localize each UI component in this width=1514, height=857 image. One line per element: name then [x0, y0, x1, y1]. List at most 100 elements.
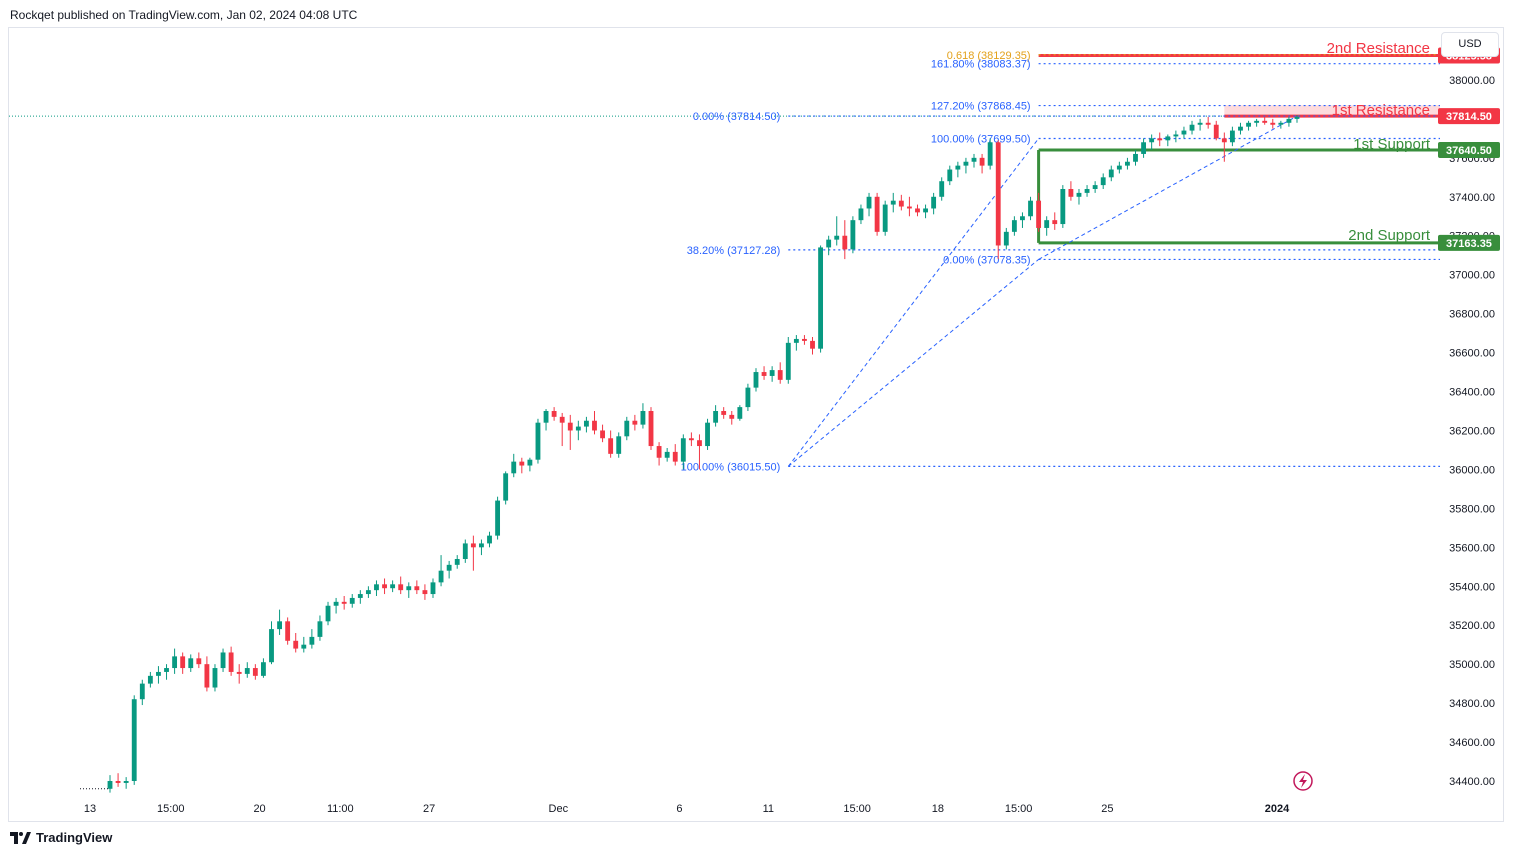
- candle-body: [931, 196, 937, 209]
- price-label-text: 37640.50: [1446, 145, 1492, 157]
- candle: [220, 648, 226, 672]
- candle-body: [139, 683, 145, 700]
- lightning-icon-circle: [1293, 771, 1313, 791]
- price-label-bg: [1438, 141, 1500, 158]
- candle: [503, 471, 509, 505]
- candle-body: [269, 629, 274, 663]
- x-tick-label: 6: [676, 803, 682, 815]
- candle-body: [608, 438, 614, 454]
- candle: [285, 617, 291, 645]
- candle-body: [979, 157, 985, 166]
- candle: [1229, 126, 1235, 147]
- candle-body: [123, 781, 129, 783]
- candle-body: [1197, 122, 1203, 125]
- candle: [1036, 192, 1042, 232]
- candle: [939, 177, 945, 201]
- candle: [204, 656, 210, 692]
- candle-body: [188, 658, 194, 669]
- x-tick-label: 2024: [1265, 803, 1290, 815]
- candle-body: [1294, 116, 1300, 119]
- candle-body: [422, 590, 428, 595]
- candle-body: [575, 426, 581, 431]
- candle-body: [1157, 138, 1163, 141]
- y-tick-label: 35200.00: [1449, 620, 1495, 632]
- candle: [802, 335, 807, 345]
- x-tick-label: 15:00: [1005, 803, 1033, 815]
- candle-body: [1068, 189, 1074, 197]
- footer-branding[interactable]: TradingView: [10, 830, 112, 845]
- fib-label-5: 127.20% (37868.45): [931, 101, 1031, 113]
- candle: [1028, 196, 1033, 221]
- candle-body: [761, 372, 767, 376]
- candle-body: [802, 338, 807, 341]
- currency-button[interactable]: USD: [1441, 32, 1499, 57]
- candle-body: [1246, 122, 1251, 127]
- candle: [293, 633, 299, 653]
- candle-body: [333, 601, 339, 606]
- candle: [260, 658, 266, 678]
- candle: [1125, 157, 1130, 170]
- candle-body: [1213, 124, 1219, 139]
- candle: [664, 448, 670, 462]
- candle: [616, 432, 622, 458]
- candle-body: [939, 181, 945, 197]
- price-label-text: 37814.50: [1446, 111, 1492, 123]
- candle-body: [244, 668, 250, 674]
- y-tick-label: 36200.00: [1449, 425, 1495, 437]
- candle: [1189, 120, 1195, 135]
- candle: [107, 775, 113, 793]
- fib-label-4: 161.80% (38083.37): [931, 59, 1031, 71]
- candle: [341, 596, 347, 610]
- candle-body: [1084, 189, 1090, 193]
- candle-body: [866, 196, 872, 209]
- trend-line-0: [787, 138, 1040, 467]
- candle: [123, 777, 129, 789]
- candle: [1181, 126, 1187, 139]
- candle-body: [341, 601, 347, 604]
- candle-body: [1011, 220, 1017, 232]
- candle-body: [1116, 165, 1122, 170]
- candle: [422, 584, 428, 600]
- candle-body: [527, 459, 533, 466]
- candle: [842, 220, 848, 260]
- candle-body: [963, 161, 969, 166]
- candle: [640, 403, 646, 429]
- candle-body: [317, 621, 323, 637]
- resistance-zone: [1224, 105, 1440, 117]
- candle: [793, 335, 799, 351]
- candle: [826, 235, 832, 256]
- level-label-1: 1st Resistance: [1332, 102, 1430, 119]
- x-tick-label: 25: [1101, 803, 1113, 815]
- candle-body: [640, 411, 646, 425]
- x-tick-label: 15:00: [843, 803, 871, 815]
- candle-body: [115, 781, 121, 783]
- candle-body: [1189, 124, 1195, 131]
- candle-body: [713, 411, 719, 423]
- candle-body: [293, 640, 299, 649]
- candle: [131, 695, 137, 785]
- candle-body: [753, 372, 759, 388]
- candle: [624, 416, 630, 441]
- candle: [325, 601, 331, 626]
- fib-label-0: 0.00% (37814.50): [693, 111, 780, 123]
- candle: [559, 412, 565, 447]
- candle: [818, 245, 824, 353]
- candle: [1165, 134, 1171, 147]
- candle-body: [1108, 169, 1114, 178]
- x-tick-label: 18: [932, 803, 944, 815]
- x-tick-label: 20: [253, 803, 265, 815]
- candle: [1092, 181, 1098, 193]
- candle-body: [1149, 138, 1155, 143]
- candle: [414, 580, 420, 595]
- candle: [680, 434, 686, 470]
- candle-body: [810, 340, 815, 349]
- candle-body: [842, 235, 848, 250]
- candle: [454, 555, 460, 569]
- candle: [947, 165, 953, 186]
- candle: [1157, 132, 1163, 147]
- candle-body: [906, 206, 912, 209]
- candle: [1213, 120, 1219, 141]
- candle: [898, 194, 904, 211]
- price-label-3: 37163.35: [1438, 234, 1500, 251]
